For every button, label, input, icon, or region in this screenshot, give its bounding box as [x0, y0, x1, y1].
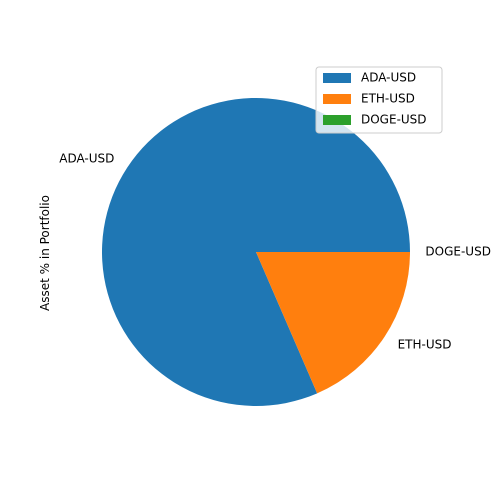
legend-swatch-ada-usd [323, 73, 351, 83]
y-axis-label: Asset % in Portfolio [38, 195, 52, 311]
pie-slice-ada-usd [101, 97, 410, 406]
slice-label-doge-usd: DOGE-USD [425, 245, 491, 259]
legend-label-doge-usd: DOGE-USD [361, 113, 427, 127]
legend-swatch-doge-usd [323, 115, 351, 125]
legend-label-eth-usd: ETH-USD [361, 92, 415, 106]
pie-slice-eth-usd [256, 252, 410, 394]
legend-swatch-eth-usd [323, 94, 351, 104]
legend-entries: ADA-USD ETH-USD DOGE-USD [323, 71, 427, 127]
slice-labels: ADA-USD ETH-USD DOGE-USD [59, 152, 491, 352]
slice-label-ada-usd: ADA-USD [59, 152, 114, 166]
slice-label-eth-usd: ETH-USD [398, 338, 452, 352]
legend-label-ada-usd: ADA-USD [361, 71, 416, 85]
legend: ADA-USD ETH-USD DOGE-USD [315, 66, 443, 134]
pie-slices [101, 97, 410, 406]
